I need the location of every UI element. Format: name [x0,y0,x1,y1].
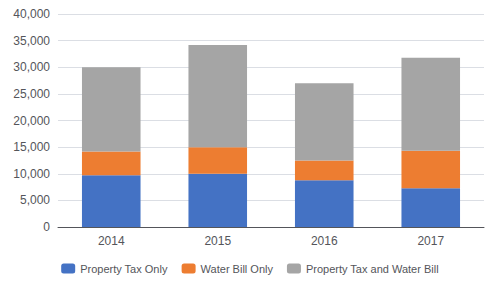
svg-text:Property Tax and Water Bill: Property Tax and Water Bill [306,263,439,275]
svg-text:0: 0 [43,220,50,234]
svg-text:35,000: 35,000 [13,34,50,48]
svg-text:20,000: 20,000 [13,114,50,128]
svg-text:15,000: 15,000 [13,140,50,154]
svg-text:Property Tax Only: Property Tax Only [80,263,168,275]
svg-text:25,000: 25,000 [13,87,50,101]
svg-text:2015: 2015 [204,234,231,248]
svg-text:40,000: 40,000 [13,7,50,21]
svg-text:5,000: 5,000 [20,193,50,207]
svg-text:30,000: 30,000 [13,60,50,74]
svg-text:Water Bill Only: Water Bill Only [201,263,274,275]
svg-text:10,000: 10,000 [13,167,50,181]
svg-text:2014: 2014 [98,234,125,248]
svg-text:2017: 2017 [417,234,444,248]
svg-text:2016: 2016 [311,234,338,248]
